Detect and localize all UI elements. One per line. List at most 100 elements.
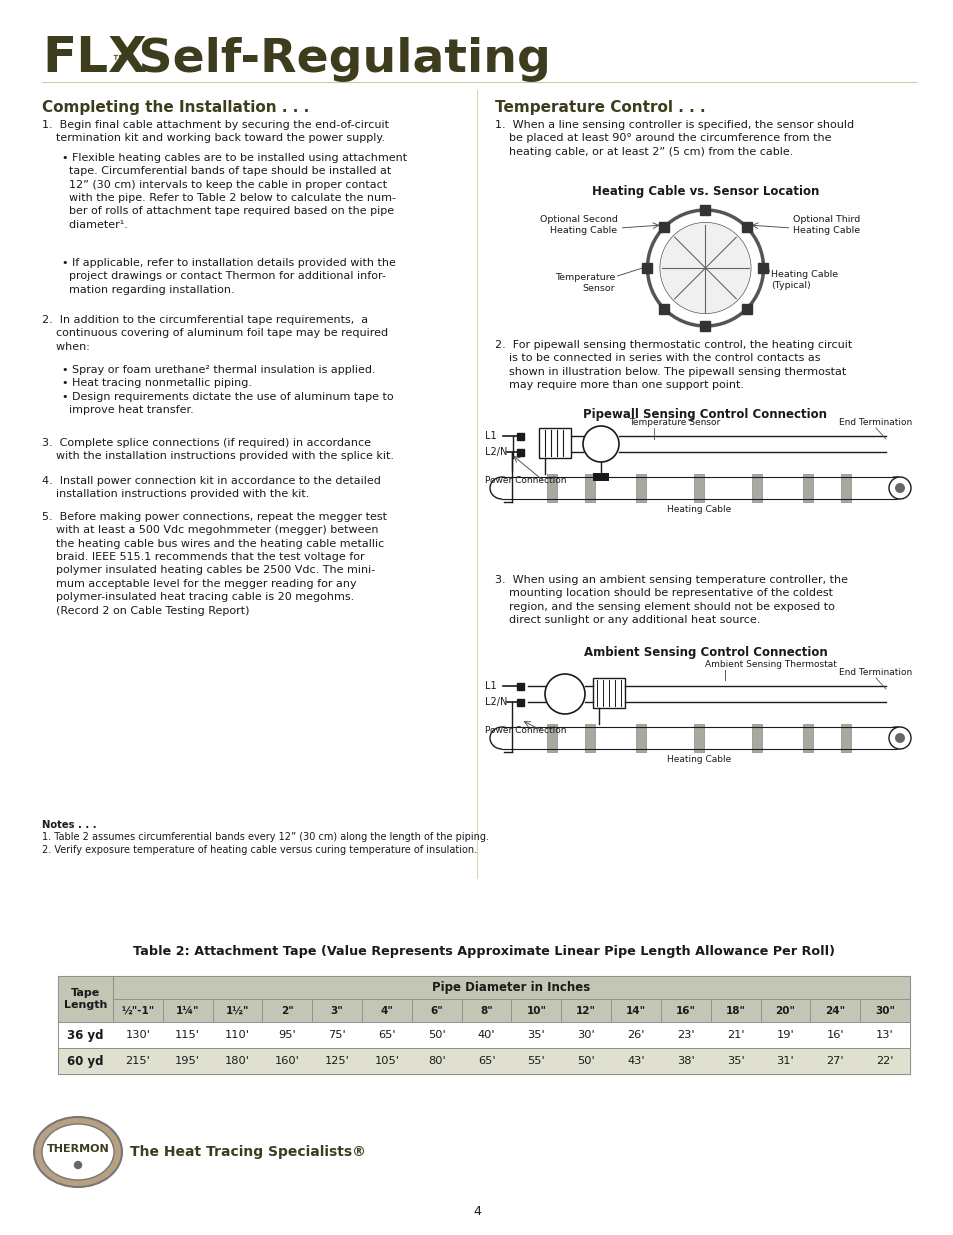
Text: 24": 24": [824, 1005, 844, 1015]
Text: Pipe Diameter in Inches: Pipe Diameter in Inches: [432, 981, 590, 994]
Text: 43': 43': [626, 1056, 644, 1066]
Text: 31': 31': [776, 1056, 794, 1066]
Text: 30": 30": [874, 1005, 894, 1015]
Text: Table 2: Attachment Tape (Value Represents Approximate Linear Pipe Length Allowa: Table 2: Attachment Tape (Value Represen…: [132, 945, 834, 958]
Bar: [262, 999, 312, 1023]
Circle shape: [74, 1161, 81, 1168]
Ellipse shape: [34, 1116, 122, 1187]
Text: ™: ™: [110, 54, 128, 72]
Text: 95': 95': [278, 1030, 296, 1040]
Text: Power Connection: Power Connection: [484, 726, 566, 735]
Text: End Termination: End Termination: [839, 668, 912, 677]
Text: 1¼": 1¼": [175, 1005, 199, 1015]
Bar: [163, 999, 213, 1023]
Bar: [585, 474, 595, 501]
Bar: [635, 474, 645, 501]
Text: L2/N: L2/N: [484, 697, 507, 706]
Bar: [362, 999, 412, 1023]
Bar: [112, 976, 909, 999]
Text: 195': 195': [175, 1056, 200, 1066]
Text: 125': 125': [324, 1056, 349, 1066]
Text: 21': 21': [726, 1030, 743, 1040]
Bar: [635, 724, 645, 752]
Bar: [611, 999, 660, 1023]
Text: 26': 26': [627, 1030, 644, 1040]
Text: 75': 75': [328, 1030, 346, 1040]
Text: 50': 50': [577, 1056, 595, 1066]
Text: 3.  Complete splice connections (if required) in accordance
    with the install: 3. Complete splice connections (if requi…: [42, 438, 394, 462]
Bar: [809, 999, 860, 1023]
Bar: [501, 727, 895, 748]
Bar: [740, 304, 751, 314]
Ellipse shape: [883, 727, 907, 748]
Bar: [58, 976, 112, 1023]
Bar: [58, 976, 909, 1074]
Text: FLX: FLX: [42, 35, 147, 82]
Text: 6": 6": [430, 1005, 443, 1015]
Ellipse shape: [490, 477, 514, 499]
Text: 65': 65': [377, 1030, 395, 1040]
Text: 23': 23': [677, 1030, 694, 1040]
Bar: [412, 999, 461, 1023]
Bar: [501, 477, 895, 499]
Bar: [585, 724, 595, 752]
Bar: [461, 999, 511, 1023]
Text: 4: 4: [473, 1205, 480, 1218]
Text: 160': 160': [274, 1056, 299, 1066]
Bar: [112, 999, 163, 1023]
Text: The Heat Tracing Specialists®: The Heat Tracing Specialists®: [130, 1145, 366, 1158]
Text: 16": 16": [675, 1005, 695, 1015]
Text: Tape
Length: Tape Length: [64, 988, 107, 1010]
Bar: [58, 976, 909, 1023]
Text: 40': 40': [477, 1030, 495, 1040]
Bar: [517, 683, 523, 689]
Bar: [693, 474, 703, 501]
Bar: [801, 474, 812, 501]
Text: 14": 14": [625, 1005, 645, 1015]
Bar: [659, 222, 669, 232]
Bar: [593, 678, 624, 708]
Ellipse shape: [490, 727, 514, 748]
Bar: [740, 222, 751, 232]
Circle shape: [894, 734, 904, 743]
Bar: [700, 321, 710, 331]
Text: 13': 13': [875, 1030, 893, 1040]
Text: 65': 65': [477, 1056, 495, 1066]
Text: 55': 55': [527, 1056, 545, 1066]
Text: Heating Cable: Heating Cable: [666, 755, 730, 764]
Ellipse shape: [42, 1124, 113, 1179]
Text: 2.  For pipewall sensing thermostatic control, the heating circuit
    is to be : 2. For pipewall sensing thermostatic con…: [495, 340, 851, 390]
Text: 1.  Begin final cable attachment by securing the end-of-circuit
    termination : 1. Begin final cable attachment by secur…: [42, 120, 389, 143]
Text: 27': 27': [825, 1056, 843, 1066]
Bar: [841, 724, 850, 752]
Text: 36 yd: 36 yd: [67, 1029, 104, 1041]
Text: 10": 10": [526, 1005, 546, 1015]
Text: 3.  When using an ambient sensing temperature controller, the
    mounting locat: 3. When using an ambient sensing tempera…: [495, 576, 847, 625]
Bar: [700, 205, 710, 215]
Text: 3": 3": [331, 1005, 343, 1015]
Text: L1: L1: [484, 431, 497, 441]
Text: 110': 110': [225, 1030, 250, 1040]
Circle shape: [888, 727, 910, 748]
Text: 35': 35': [527, 1030, 545, 1040]
Bar: [517, 448, 523, 456]
Bar: [213, 999, 262, 1023]
Text: 115': 115': [175, 1030, 200, 1040]
Text: 105': 105': [375, 1056, 399, 1066]
Bar: [538, 429, 571, 458]
Bar: [593, 473, 608, 480]
Text: 18": 18": [725, 1005, 745, 1015]
Text: 215': 215': [126, 1056, 151, 1066]
Text: 1.  When a line sensing controller is specified, the sensor should
    be placed: 1. When a line sensing controller is spe…: [495, 120, 853, 157]
Circle shape: [888, 477, 910, 499]
Text: 1. Table 2 assumes circumferential bands every 12” (30 cm) along the length of t: 1. Table 2 assumes circumferential bands…: [42, 832, 489, 856]
Bar: [758, 263, 768, 273]
Text: 38': 38': [677, 1056, 694, 1066]
Text: L1: L1: [484, 680, 497, 692]
Text: • Flexible heating cables are to be installed using attachment
  tape. Circumfer: • Flexible heating cables are to be inst…: [62, 153, 407, 230]
Circle shape: [894, 483, 904, 493]
Text: 1½": 1½": [226, 1005, 249, 1015]
Circle shape: [659, 222, 750, 314]
Text: THERMON: THERMON: [47, 1144, 110, 1153]
Text: 35': 35': [726, 1056, 743, 1066]
